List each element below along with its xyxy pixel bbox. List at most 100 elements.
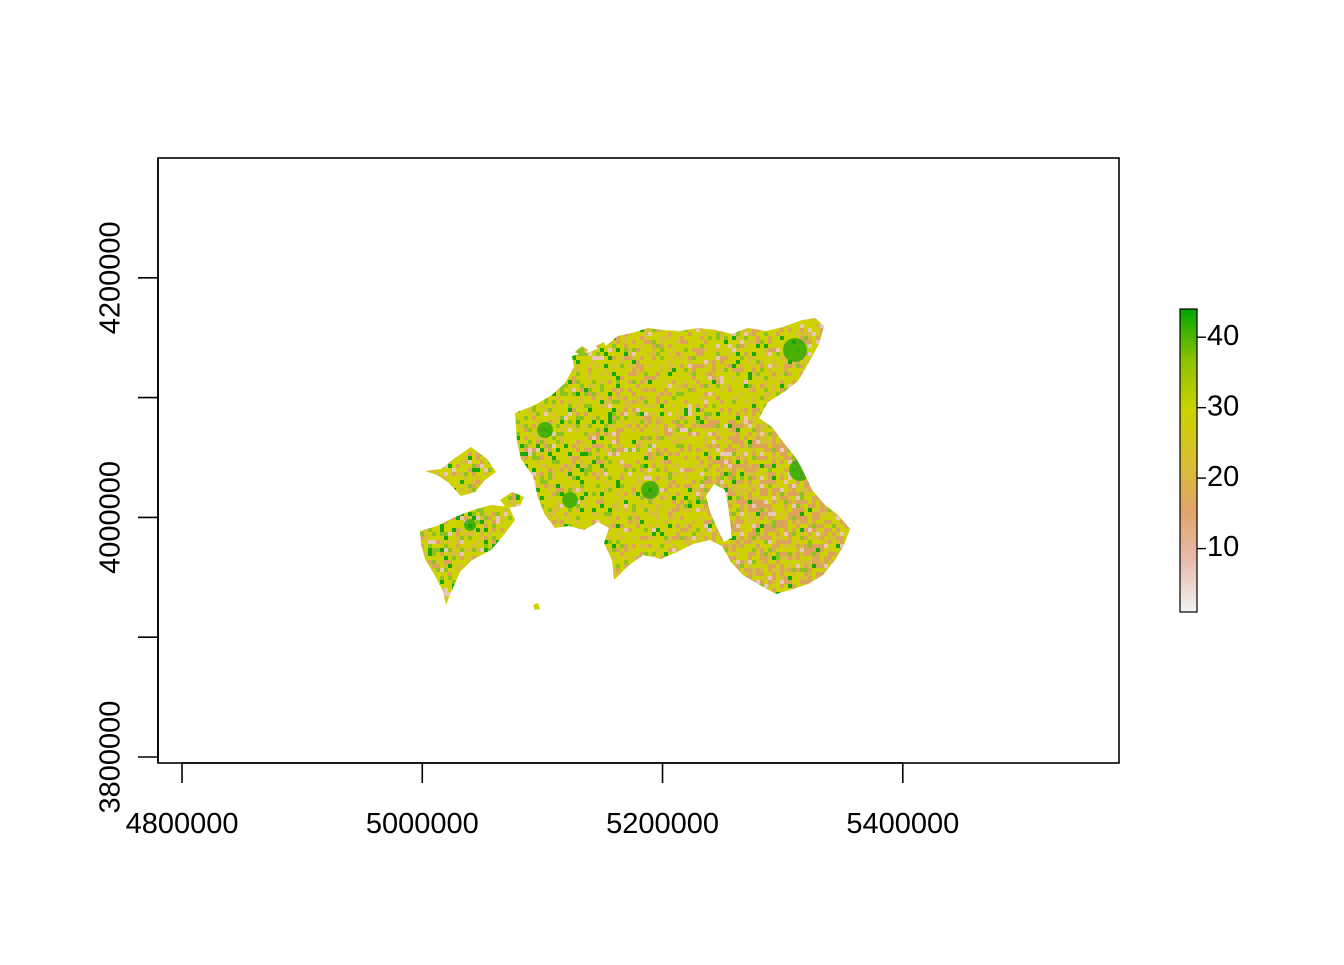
raster-cell: [632, 556, 636, 560]
raster-cell: [808, 380, 812, 384]
raster-cell: [708, 376, 712, 380]
raster-cell: [816, 324, 820, 328]
raster-cell: [680, 336, 684, 340]
raster-cell: [784, 592, 788, 596]
raster-cell: [672, 480, 676, 484]
raster-cell: [568, 428, 572, 432]
raster-cell: [816, 492, 820, 496]
raster-cell: [452, 552, 456, 556]
raster-cell: [596, 364, 600, 368]
raster-cell: [504, 560, 508, 564]
raster-cell: [784, 428, 788, 432]
raster-cell: [612, 408, 616, 412]
raster-cell: [844, 440, 848, 444]
raster-cell: [740, 608, 744, 610]
raster-cell: [828, 608, 832, 610]
raster-cell: [540, 352, 544, 356]
raster-cell: [760, 464, 764, 468]
raster-cell: [520, 560, 524, 564]
raster-cell: [776, 488, 780, 492]
raster-cell: [536, 460, 540, 464]
raster-cell: [780, 380, 784, 384]
raster-cell: [424, 452, 428, 456]
raster-cell: [660, 436, 664, 440]
raster-cell: [696, 364, 700, 368]
raster-cell: [760, 396, 764, 400]
raster-cell: [788, 488, 792, 492]
raster-cell: [632, 392, 636, 396]
raster-cell: [780, 436, 784, 440]
raster-cell: [672, 452, 676, 456]
raster-cell: [476, 388, 480, 392]
raster-cell: [592, 608, 596, 610]
raster-cell: [560, 520, 564, 524]
raster-cell: [436, 340, 440, 344]
raster-cell: [644, 404, 648, 408]
raster-cell: [684, 456, 688, 460]
raster-cell: [800, 596, 804, 600]
raster-cell: [712, 596, 716, 600]
raster-cell: [484, 452, 488, 456]
raster-cell: [664, 392, 668, 396]
raster-cell: [420, 532, 424, 536]
raster-cell: [772, 604, 776, 608]
raster-cell: [780, 524, 784, 528]
raster-cell: [692, 420, 696, 424]
raster-cell: [592, 380, 596, 384]
raster-cell: [796, 500, 800, 504]
raster-cell: [828, 588, 832, 592]
raster-cell: [468, 488, 472, 492]
raster-cell: [488, 568, 492, 572]
raster-cell: [764, 396, 768, 400]
raster-cell: [628, 312, 632, 316]
raster-cell: [740, 312, 744, 316]
raster-cell: [844, 516, 848, 520]
raster-cell: [696, 432, 700, 436]
raster-cell: [800, 448, 804, 452]
raster-cell: [820, 396, 824, 400]
raster-cell: [652, 588, 656, 592]
raster-cell: [524, 512, 528, 516]
raster-cell: [460, 424, 464, 428]
raster-cell: [484, 408, 488, 412]
raster-cell: [592, 440, 596, 444]
raster-cell: [752, 396, 756, 400]
raster-cell: [452, 412, 456, 416]
raster-cell: [772, 440, 776, 444]
raster-cell: [808, 412, 812, 416]
raster-cell: [616, 384, 620, 388]
raster-cell: [828, 576, 832, 580]
raster-cell: [432, 352, 436, 356]
raster-cell: [460, 552, 464, 556]
raster-cell: [764, 344, 768, 348]
raster-cell: [780, 424, 784, 428]
raster-cell: [644, 380, 648, 384]
raster-cell: [428, 372, 432, 376]
raster-cell: [580, 556, 584, 560]
raster-cell: [840, 596, 844, 600]
raster-cell: [632, 328, 636, 332]
raster-cell: [576, 392, 580, 396]
raster-cell: [516, 420, 520, 424]
raster-cell: [740, 318, 744, 320]
raster-cell: [456, 584, 460, 588]
raster-cell: [452, 548, 456, 552]
raster-cell: [772, 464, 776, 468]
raster-cell: [496, 492, 500, 496]
raster-cell: [476, 476, 480, 480]
raster-cell: [688, 552, 692, 556]
raster-cell: [472, 512, 476, 516]
raster-cell: [804, 416, 808, 420]
raster-cell: [852, 592, 856, 596]
raster-cell: [472, 592, 476, 596]
raster-cell: [560, 560, 564, 564]
raster-cell: [668, 364, 672, 368]
raster-cell: [816, 576, 820, 580]
raster-cell: [752, 444, 756, 448]
raster-cell: [608, 392, 612, 396]
raster-cell: [776, 364, 780, 368]
raster-cell: [448, 416, 452, 420]
raster-cell: [500, 380, 504, 384]
raster-cell: [728, 536, 732, 540]
raster-cell: [636, 364, 640, 368]
